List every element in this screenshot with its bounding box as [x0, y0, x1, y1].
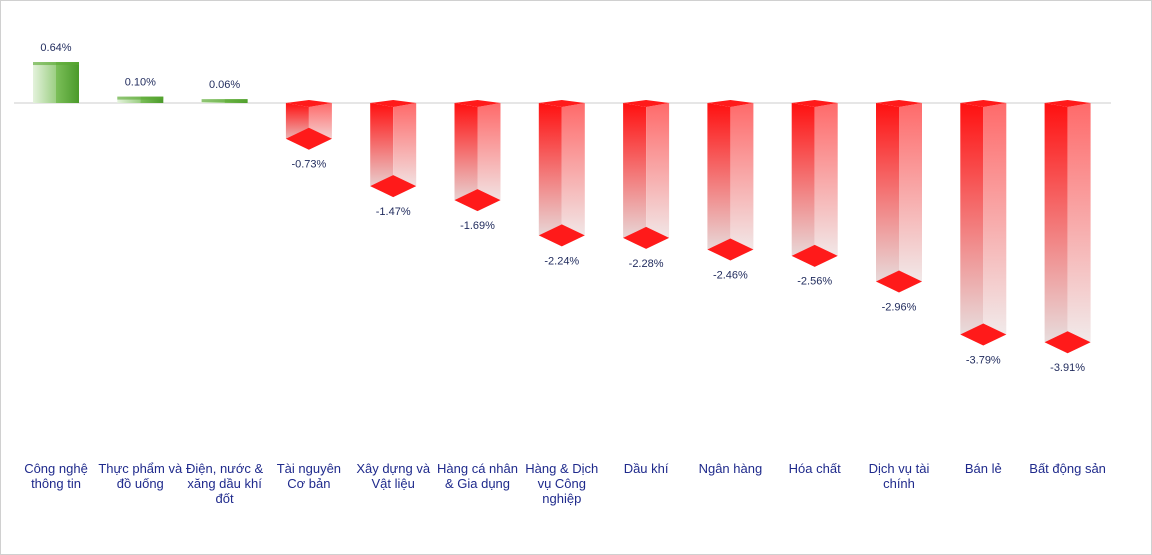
value-label: 0.06%	[209, 79, 240, 91]
bar-top	[960, 100, 1007, 107]
bar-top	[623, 100, 670, 107]
category-label: Công nghệ thông tin	[24, 461, 88, 491]
bar-front	[791, 103, 815, 267]
bar-front	[454, 103, 478, 212]
bar-side	[646, 103, 670, 249]
value-label: -1.69%	[460, 220, 495, 232]
bar-tip	[285, 127, 332, 150]
bar-front	[876, 103, 899, 293]
value-label: 0.10%	[125, 77, 156, 89]
value-label: -0.73%	[291, 159, 326, 171]
category-label: Hàng cá nhân & Gia dụng	[437, 461, 518, 491]
category-label: Ngân hàng	[698, 461, 763, 476]
bar-side	[561, 103, 585, 247]
bar-top	[33, 62, 79, 66]
bar-top	[538, 100, 585, 107]
category-label: Bất động sản	[1029, 461, 1106, 476]
bar-tip	[876, 270, 922, 293]
bar-tip	[623, 226, 670, 249]
bar-front	[538, 103, 562, 247]
bar-side	[56, 62, 79, 103]
bar-top	[117, 96, 164, 100]
bar-front	[33, 62, 56, 103]
value-label: -3.91%	[1050, 362, 1085, 374]
bar-side	[477, 103, 501, 212]
value-label: -2.56%	[797, 276, 832, 288]
bar-front	[370, 103, 394, 198]
bar-side	[814, 103, 838, 267]
bar-side	[983, 103, 1007, 346]
bar-tip	[454, 189, 501, 212]
bar-tip	[1044, 331, 1091, 354]
bar-top	[1044, 100, 1091, 107]
bar-side	[1067, 103, 1091, 354]
value-label: 0.64%	[40, 42, 71, 54]
bar-side	[393, 103, 417, 198]
bar-top	[791, 100, 838, 107]
bar-front	[707, 103, 731, 261]
value-label: -2.28%	[629, 258, 664, 270]
category-label: Hàng & Dịch vụ Công nghiệp	[525, 461, 599, 506]
category-label: Hóa chất	[788, 461, 841, 476]
value-label: -2.46%	[713, 269, 748, 281]
category-label: Dịch vụ tài chính	[868, 461, 930, 491]
bar-front	[1044, 103, 1068, 354]
category-label: Bán lẻ	[964, 461, 1002, 476]
bar-tip	[707, 238, 754, 261]
bar-top	[285, 100, 332, 107]
value-label: -2.24%	[544, 255, 579, 267]
bar-side	[730, 103, 754, 261]
bar-top	[876, 100, 922, 107]
bar-side	[899, 103, 922, 293]
bar-side	[140, 96, 164, 103]
bar-front	[960, 103, 984, 346]
bar-top	[370, 100, 417, 107]
category-label: Tài nguyên Cơ bản	[276, 461, 342, 491]
bar-tip	[960, 323, 1007, 346]
bar-tip	[791, 244, 838, 267]
bar-front	[623, 103, 647, 249]
bar-top	[201, 99, 248, 103]
bar-front	[117, 96, 141, 103]
bar-top	[454, 100, 501, 107]
value-label: -1.47%	[376, 206, 411, 218]
category-label: Xây dựng và Vật liệu	[356, 461, 431, 491]
bar-tip	[370, 175, 417, 198]
category-label: Thực phẩm và đồ uống	[98, 461, 183, 491]
value-label: -2.96%	[882, 301, 917, 313]
bar-top	[707, 100, 754, 107]
value-label: -3.79%	[966, 354, 1001, 366]
category-label: Dầu khí	[623, 461, 669, 476]
category-label: Điện, nước & xăng dầu khí đốt	[185, 461, 264, 506]
bar-tip	[538, 224, 585, 247]
